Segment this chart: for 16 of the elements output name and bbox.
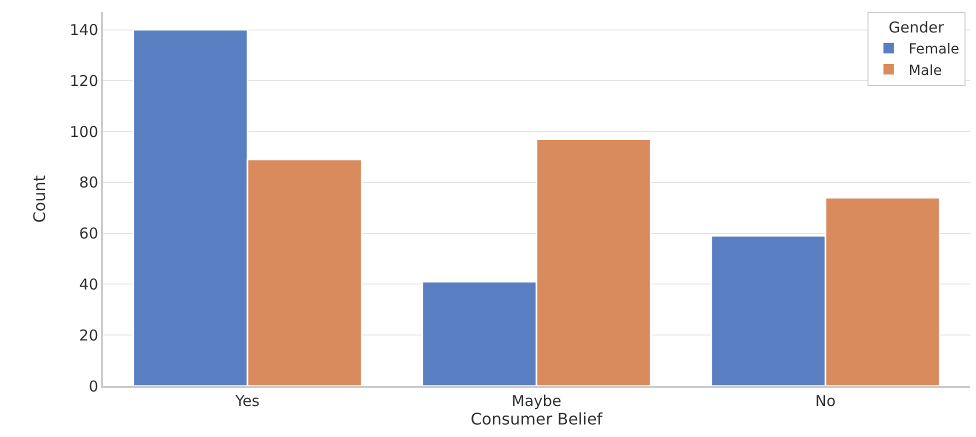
y-axis-title: Count	[30, 175, 50, 223]
y-tick-label: 100	[70, 122, 98, 141]
legend-label: Female	[908, 42, 960, 58]
y-tick-label: 40	[79, 275, 98, 294]
x-tick-label: Maybe	[512, 392, 562, 410]
legend-label: Male	[908, 62, 942, 79]
y-tick-label: 80	[79, 174, 98, 192]
x-tick-label: No	[815, 392, 836, 410]
y-tick-label: 0	[88, 377, 98, 396]
y-tick-label: 120	[70, 72, 98, 90]
y-tick-label: 20	[79, 326, 98, 344]
y-tick-label: 60	[79, 224, 98, 243]
x-tick-label: Yes	[234, 392, 260, 410]
legend-title: Gender	[888, 18, 945, 36]
y-tick-label: 140	[70, 21, 98, 40]
x-axis-title: Consumer Belief	[470, 410, 603, 429]
